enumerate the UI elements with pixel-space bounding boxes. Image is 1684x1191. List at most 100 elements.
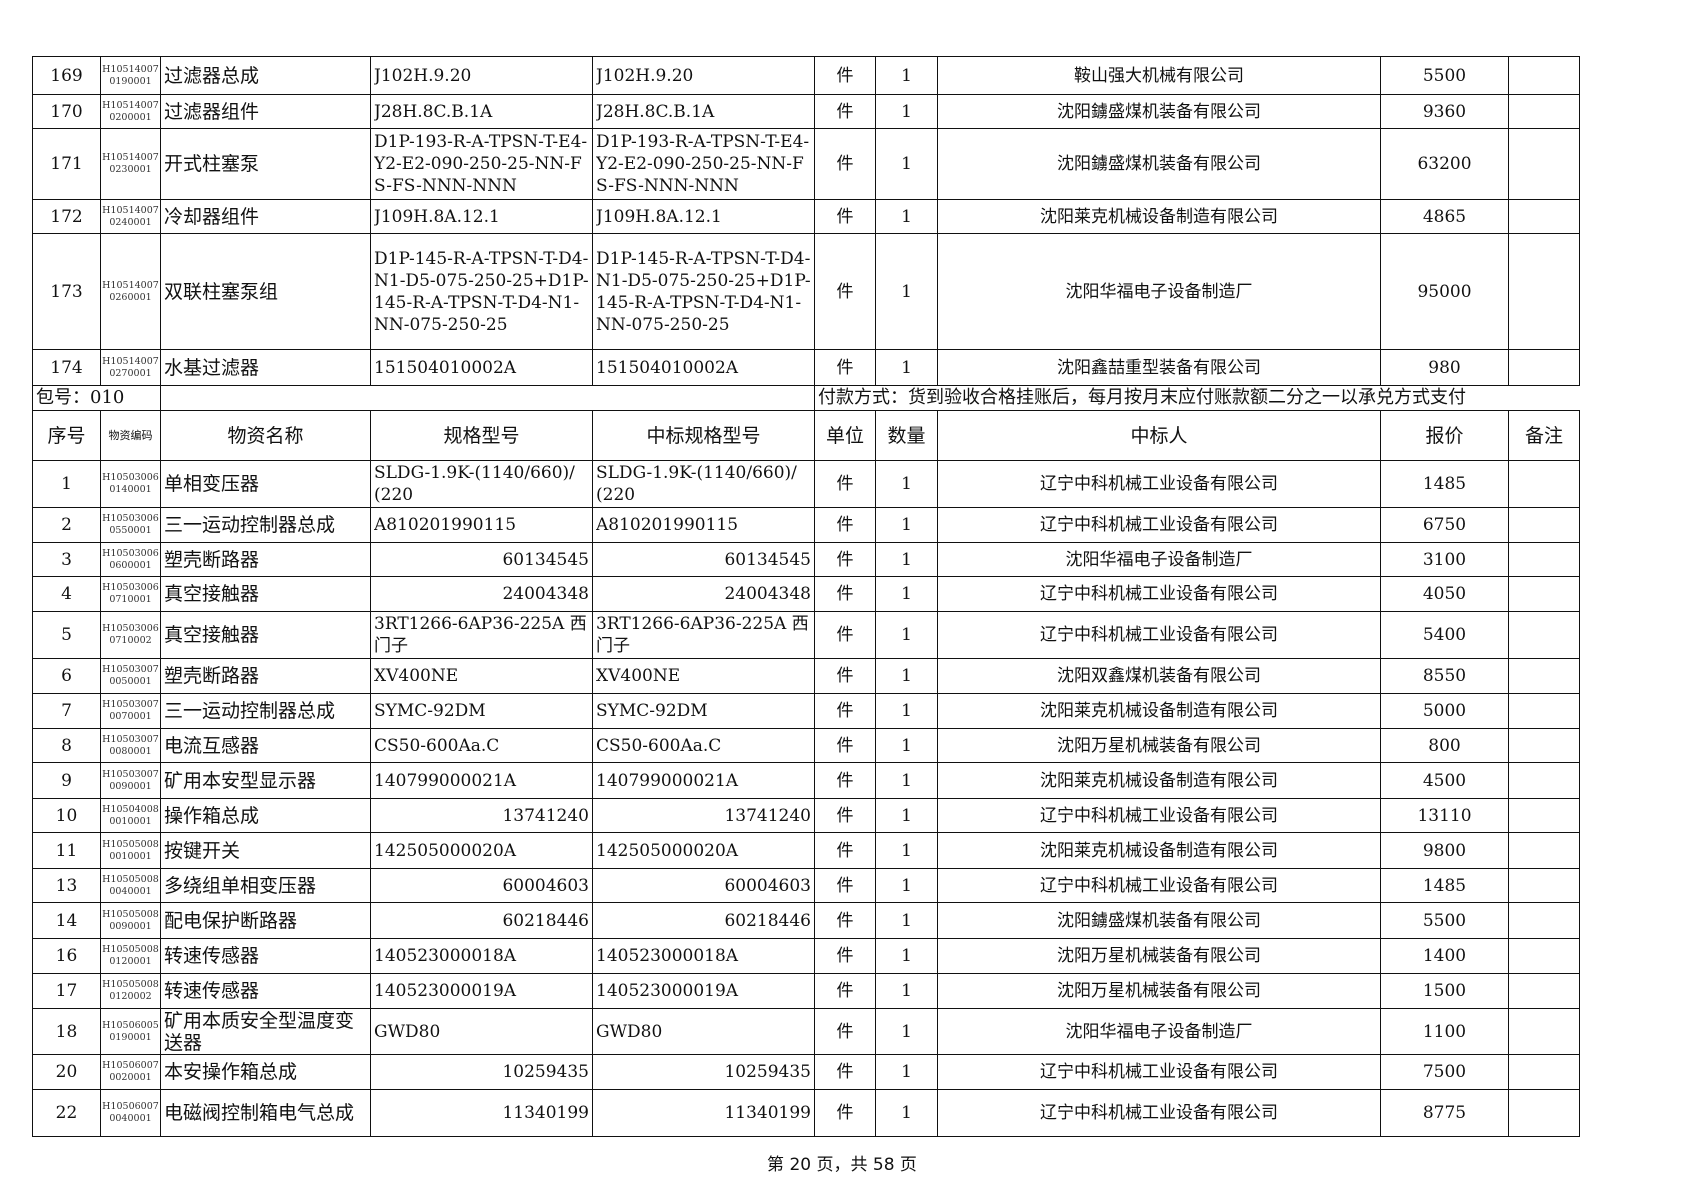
bid-spec-model: 13741240 xyxy=(724,805,811,826)
quantity: 1 xyxy=(901,981,912,1001)
material-name: 操作箱总成 xyxy=(164,804,260,827)
winning-bidder-cell: 沈阳鐪盛煤机装备有限公司 xyxy=(937,902,1381,939)
bid-spec-model-cell: J102H.9.20 xyxy=(592,56,815,95)
quoted-price: 6750 xyxy=(1422,515,1467,535)
unit-cell: 件 xyxy=(814,233,876,350)
row-number: 8 xyxy=(61,735,72,756)
quoted-price-cell: 5500 xyxy=(1380,56,1509,95)
spec-model: SYMC-92DM xyxy=(374,701,486,721)
material-code: H105140070190001 xyxy=(102,63,159,87)
material-name: 三一运动控制器总成 xyxy=(164,514,336,536)
remark-cell xyxy=(1508,973,1580,1009)
unit-cell: 件 xyxy=(814,199,876,234)
spec-model: J102H.9.20 xyxy=(374,65,472,86)
spec-model: D1P-193-R-A-TPSN-T-E4-Y2-E2-090-250-25-N… xyxy=(374,132,588,196)
bid-spec-model: 10259435 xyxy=(724,1062,811,1082)
material-code: H105140070260001 xyxy=(102,279,159,303)
material-name: 塑壳断路器 xyxy=(164,548,260,571)
quantity: 1 xyxy=(901,666,912,686)
material-code: H105050080040001 xyxy=(102,873,159,897)
quoted-price-cell: 980 xyxy=(1380,349,1509,386)
material-code-cell: H105140070240001 xyxy=(100,199,161,234)
winning-bidder-cell: 沈阳万星机械装备有限公司 xyxy=(937,973,1381,1009)
unit: 件 xyxy=(836,840,854,861)
remark-cell xyxy=(1508,611,1580,659)
bid-spec-model: 151504010002A xyxy=(596,357,739,378)
bid-spec-model: CS50-600Aa.C xyxy=(596,735,722,756)
bid-spec-model: 140523000019A xyxy=(596,981,739,1001)
unit: 件 xyxy=(836,357,854,378)
row-number-cell: 6 xyxy=(32,658,101,694)
quantity: 1 xyxy=(901,101,912,122)
quantity: 1 xyxy=(901,701,912,721)
row-number: 172 xyxy=(50,206,83,227)
material-code-cell: H105040080010001 xyxy=(100,798,161,833)
winning-bidder-cell: 辽宁中科机械工业设备有限公司 xyxy=(937,1054,1381,1090)
material-code: H105030070070001 xyxy=(102,699,159,722)
spec-model: SLDG-1.9K-(1140/660)/(220 xyxy=(374,463,575,505)
quoted-price: 8550 xyxy=(1422,666,1467,686)
material-name: 开式柱塞泵 xyxy=(164,153,260,175)
table-row: 11 H105050080010001 按键开关 142505000020A 14250… xyxy=(32,832,1580,869)
spec-model-cell: 140523000019A xyxy=(370,973,593,1009)
spec-model-cell: 3RT1266-6AP36-225A 西门子 xyxy=(370,611,593,659)
bid-spec-model-cell: 60004603 xyxy=(592,868,815,903)
material-name-cell: 水基过滤器 xyxy=(160,349,371,386)
material-name-cell: 电磁阀控制箱电气总成 xyxy=(160,1089,371,1137)
spec-model: 140799000021A xyxy=(374,770,517,791)
remark-cell xyxy=(1508,868,1580,903)
row-number-cell: 4 xyxy=(32,576,101,612)
spec-model-cell: CS50-600Aa.C xyxy=(370,728,593,763)
material-name-cell: 真空接触器 xyxy=(160,611,371,659)
quantity-cell: 1 xyxy=(875,868,938,903)
material-code-cell: H105050080120001 xyxy=(100,938,161,974)
header-remark: 备注 xyxy=(1508,410,1580,461)
quantity: 1 xyxy=(901,625,912,645)
table-row: 2 H105030060550001 三一运动控制器总成 A810201990115 A… xyxy=(32,507,1580,543)
table-row: 174 H105140070270001 水基过滤器 151504010002A 151… xyxy=(32,349,1580,386)
bid-spec-model-cell: 60134545 xyxy=(592,542,815,577)
winning-bidder: 沈阳万星机械装备有限公司 xyxy=(1057,946,1261,966)
row-number-cell: 20 xyxy=(32,1054,101,1090)
bid-spec-model-cell: 13741240 xyxy=(592,798,815,833)
row-number-cell: 8 xyxy=(32,728,101,763)
material-code: H105140070230001 xyxy=(102,152,159,175)
material-name: 过滤器组件 xyxy=(164,100,260,123)
bid-spec-model: 60134545 xyxy=(724,549,811,570)
quantity-cell: 1 xyxy=(875,460,938,508)
material-code: H105030070090001 xyxy=(102,768,159,792)
spec-model-cell: D1P-145-R-A-TPSN-T-D4-N1-D5-075-250-25+D… xyxy=(370,233,593,350)
winning-bidder-cell: 辽宁中科机械工业设备有限公司 xyxy=(937,611,1381,659)
material-code: H105060070020001 xyxy=(102,1060,159,1083)
winning-bidder: 沈阳莱克机械设备制造有限公司 xyxy=(1040,770,1278,791)
material-code: H105030070050001 xyxy=(102,664,159,687)
material-name: 冷却器组件 xyxy=(164,205,260,228)
quoted-price: 1485 xyxy=(1422,875,1467,896)
remark-cell xyxy=(1508,542,1580,577)
quantity-cell: 1 xyxy=(875,658,938,694)
quantity: 1 xyxy=(901,357,912,378)
winning-bidder-cell: 沈阳万星机械装备有限公司 xyxy=(937,938,1381,974)
bid-spec-model-cell: 60218446 xyxy=(592,902,815,939)
material-code-cell: H105030070050001 xyxy=(100,658,161,694)
bid-spec-model-cell: 140523000019A xyxy=(592,973,815,1009)
quantity: 1 xyxy=(901,840,912,861)
material-name-cell: 三一运动控制器总成 xyxy=(160,693,371,729)
material-code: H105140070200001 xyxy=(102,99,159,123)
remark-cell xyxy=(1508,728,1580,763)
quoted-price-cell: 5400 xyxy=(1380,611,1509,659)
table-row: 9 H105030070090001 矿用本安型显示器 140799000021A 14… xyxy=(32,762,1580,799)
bid-spec-model: XV400NE xyxy=(596,666,681,686)
spec-model-cell: J28H.8C.B.1A xyxy=(370,94,593,129)
bid-spec-model-cell: J109H.8A.12.1 xyxy=(592,199,815,234)
material-name: 电流互感器 xyxy=(164,734,260,757)
bid-spec-model-cell: 151504010002A xyxy=(592,349,815,386)
unit: 件 xyxy=(836,875,854,896)
row-number-cell: 13 xyxy=(32,868,101,903)
unit-cell: 件 xyxy=(814,1054,876,1090)
quoted-price: 5500 xyxy=(1422,65,1467,86)
material-code-cell: H105060070040001 xyxy=(100,1089,161,1137)
material-code-cell: H105140070200001 xyxy=(100,94,161,129)
quantity: 1 xyxy=(901,515,912,535)
row-number: 170 xyxy=(50,101,83,122)
